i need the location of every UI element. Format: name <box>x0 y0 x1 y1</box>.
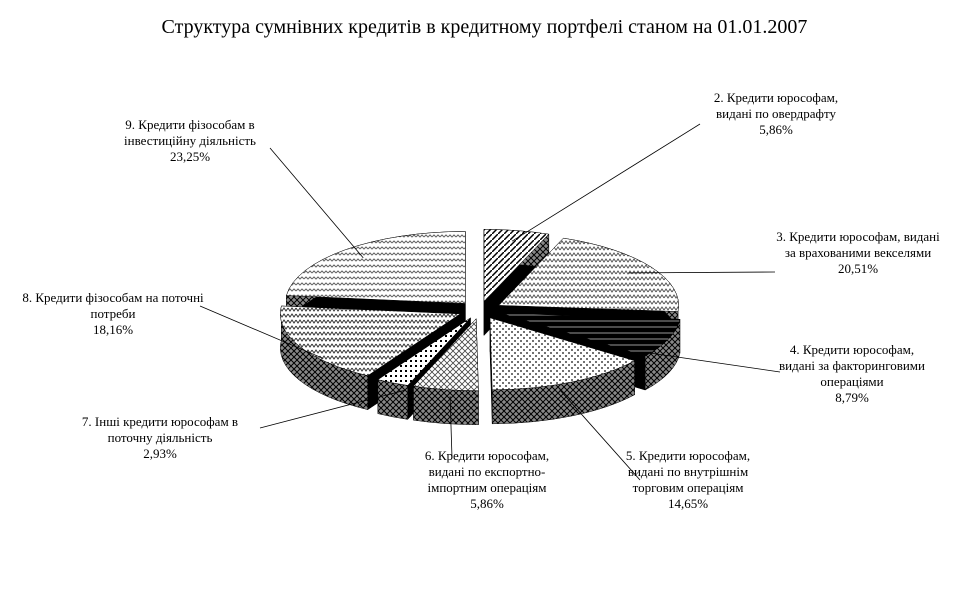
category-label: 3. Кредити юрософам, видані за враховани… <box>776 229 940 260</box>
category-label: 7. Інші кредити юрософам в поточну діяль… <box>81 414 239 445</box>
slice <box>500 312 681 357</box>
slice <box>377 317 471 386</box>
leader-line <box>449 396 453 459</box>
value-label: 5,86% <box>470 496 504 511</box>
value-label: 2,93% <box>143 446 177 461</box>
value-label: 8,79% <box>835 390 869 405</box>
slice <box>489 317 636 391</box>
leader-line <box>511 123 701 242</box>
leader-line <box>643 351 781 373</box>
value-label: 14,65% <box>667 496 709 511</box>
leader-line <box>259 390 405 429</box>
slice <box>413 318 479 391</box>
slice-wall <box>377 379 409 420</box>
value-label: 23,25% <box>169 149 211 164</box>
category-label: 6. Кредити юрософам, видані по експортно… <box>424 448 550 495</box>
slice <box>483 229 550 302</box>
slice-wall <box>413 385 479 425</box>
value-label: 18,16% <box>92 322 134 337</box>
value-label: 5,86% <box>759 122 793 137</box>
slice <box>498 237 679 312</box>
category-label: 9. Кредити фізособам в інвестиційну діял… <box>124 117 256 148</box>
category-label: 2. Кредити юрософам, видані по овердрафт… <box>713 90 839 121</box>
leader-line <box>269 147 364 259</box>
value-label: 20,51% <box>837 261 879 276</box>
leader-line <box>559 389 641 481</box>
slice <box>286 231 466 304</box>
category-label: 4. Кредити юрософам, видані за факторинг… <box>778 342 925 389</box>
category-label: 5. Кредити юрософам, видані по внутрішні… <box>625 448 751 495</box>
category-label: 8. Кредити фізособам на поточні потреби <box>22 290 204 321</box>
chart-title: Структура сумнівних кредитів в кредитном… <box>161 16 808 38</box>
leader-line <box>628 271 776 274</box>
leader-line <box>199 305 324 359</box>
slice <box>280 305 462 376</box>
